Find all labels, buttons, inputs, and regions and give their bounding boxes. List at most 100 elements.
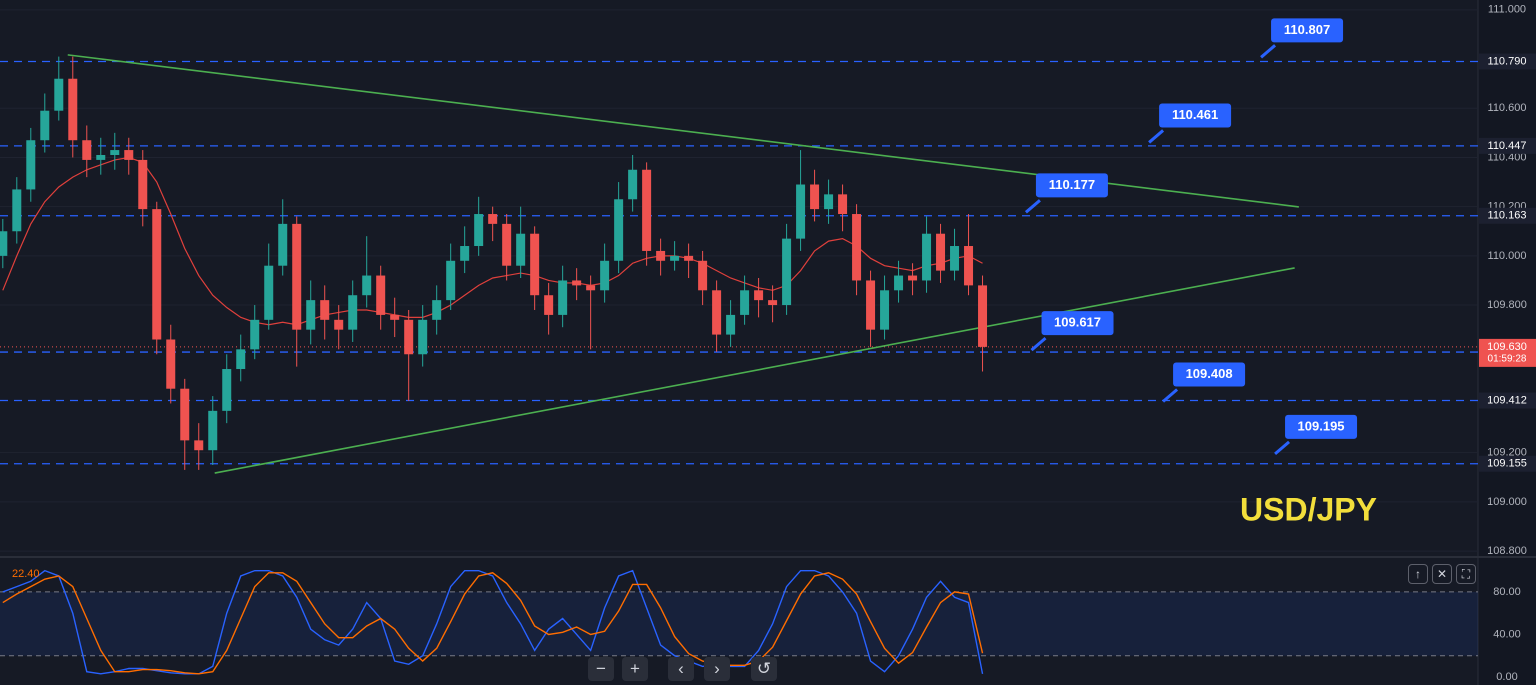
level-axis-box xyxy=(1479,455,1536,472)
reset-button[interactable]: ↺ xyxy=(751,657,777,681)
candle-body xyxy=(838,194,848,215)
candle-body xyxy=(740,290,750,315)
callout-box xyxy=(1173,362,1246,387)
candle-body xyxy=(320,300,330,320)
y-tick-label: 109.000 xyxy=(1487,496,1527,508)
callout-label: 110.177 xyxy=(1049,177,1095,192)
zoom-out-button[interactable]: − xyxy=(588,657,614,681)
candle-body xyxy=(166,339,176,389)
symbol-label: USD/JPY xyxy=(1240,491,1377,527)
candle-body xyxy=(768,300,778,306)
candle-body xyxy=(880,290,890,330)
candle-body xyxy=(432,300,442,320)
callout-box xyxy=(1271,18,1344,43)
callout-pointer xyxy=(1024,199,1041,214)
candle-body xyxy=(530,233,540,296)
candle-body xyxy=(348,295,358,330)
level-axis-box xyxy=(1479,392,1536,409)
candle-body xyxy=(502,223,512,266)
candle-body xyxy=(404,319,414,355)
candle-body xyxy=(138,159,148,210)
candle-body xyxy=(376,275,386,315)
current-price-label: 109.630 xyxy=(1487,341,1527,353)
candle-body xyxy=(950,246,960,271)
moving-average xyxy=(2,156,983,326)
callout-box xyxy=(1035,173,1108,198)
candle-body xyxy=(586,285,596,291)
y-tick-label: 111.000 xyxy=(1488,4,1526,16)
level-axis-label: 110.447 xyxy=(1488,140,1527,152)
candle-body xyxy=(208,410,218,451)
candle-body xyxy=(754,290,764,301)
scroll-right-button[interactable]: › xyxy=(704,657,730,681)
candle-body xyxy=(516,233,526,266)
y-tick-label: 110.400 xyxy=(1488,151,1527,163)
callout-label: 109.195 xyxy=(1298,418,1345,433)
candle-body xyxy=(264,265,274,320)
candle-body xyxy=(908,275,918,281)
candle-body xyxy=(670,255,680,261)
level-axis-box xyxy=(1479,53,1536,70)
candle-body xyxy=(628,169,638,200)
candle-body xyxy=(558,280,568,315)
candle-body xyxy=(362,275,372,296)
zoom-in-button[interactable]: + xyxy=(622,657,648,681)
y-tick-label: 109.800 xyxy=(1487,299,1527,311)
candle-body xyxy=(110,150,120,155)
candle-body xyxy=(866,280,876,330)
candle-body xyxy=(852,214,862,281)
candle-body xyxy=(978,285,988,347)
level-axis-label: 110.163 xyxy=(1488,210,1527,222)
y-tick-label: 108.800 xyxy=(1487,545,1527,557)
candle-body xyxy=(124,150,134,160)
callout-box xyxy=(1041,311,1114,336)
candle-body xyxy=(68,78,78,141)
current-price-box xyxy=(1479,338,1536,367)
candle-body xyxy=(446,260,456,301)
callout-pointer xyxy=(1030,336,1047,352)
callout-pointer xyxy=(1162,388,1179,403)
candle-body xyxy=(782,238,792,306)
candle-body xyxy=(194,440,204,451)
level-axis-label: 110.790 xyxy=(1488,55,1527,67)
close-pane-button[interactable]: ✕ xyxy=(1432,564,1452,584)
candle-body xyxy=(334,319,344,330)
y-tick-label: 0.00 xyxy=(1496,671,1517,683)
candle-body xyxy=(684,255,694,261)
candle-body xyxy=(726,314,736,335)
callout-pointer xyxy=(1260,44,1277,59)
indicator-value: 22.40 xyxy=(12,568,40,580)
level-axis-box xyxy=(1479,137,1536,154)
y-tick-label: 40.00 xyxy=(1493,628,1521,640)
stochastic-line xyxy=(2,569,984,675)
scroll-left-button[interactable]: ‹ xyxy=(668,657,694,681)
y-tick-label: 110.600 xyxy=(1488,102,1527,114)
candle-body xyxy=(614,199,624,261)
candle-body xyxy=(572,280,582,286)
move-up-button[interactable]: ↑ xyxy=(1408,564,1428,584)
candle-body xyxy=(488,214,498,224)
candle-body xyxy=(0,231,8,256)
candle-body xyxy=(250,319,260,350)
trend-line xyxy=(214,267,1295,474)
candle-body xyxy=(54,78,64,111)
candle-body xyxy=(796,184,806,239)
candle-body xyxy=(418,319,428,355)
y-tick-label: 80.00 xyxy=(1493,586,1521,598)
candle-body xyxy=(222,369,232,411)
candle-body xyxy=(152,209,162,340)
maximize-pane-button[interactable]: ⛶ xyxy=(1456,564,1476,584)
callout-label: 110.461 xyxy=(1172,107,1218,122)
y-tick-label: 110.000 xyxy=(1488,250,1527,262)
candle-body xyxy=(292,223,302,330)
band-fill xyxy=(0,591,1478,656)
candle-body xyxy=(964,246,974,286)
callout-box xyxy=(1285,414,1358,439)
callout-pointer xyxy=(1148,129,1165,144)
level-axis-label: 109.412 xyxy=(1487,394,1527,406)
stochastic-line xyxy=(2,572,984,675)
candle-body xyxy=(278,223,288,266)
candle-body xyxy=(656,250,666,261)
